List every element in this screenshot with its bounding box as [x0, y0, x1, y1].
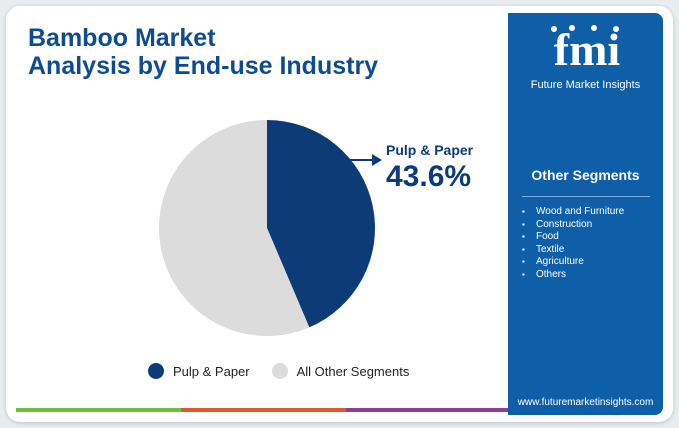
chart-legend: Pulp & Paper All Other Segments — [148, 363, 431, 379]
chart-title-line-2: Analysis by End-use Industry — [28, 52, 379, 80]
chart-card: Bamboo Market Analysis by End-use Indust… — [6, 6, 673, 422]
legend-label-other-segments: All Other Segments — [296, 363, 410, 379]
segment-item: Others — [522, 269, 624, 282]
segment-item: Food — [522, 231, 624, 244]
callout-label: Pulp & Paper — [386, 142, 474, 158]
chart-title-line-1: Bamboo Market — [28, 24, 216, 52]
divider — [522, 196, 650, 197]
legend-swatch-other-segments — [271, 363, 288, 379]
segment-item: Agriculture — [522, 256, 624, 269]
callout-value: 43.6% — [386, 160, 472, 193]
legend-item-other-segments: All Other Segments — [271, 363, 410, 379]
bottom-bar-purple — [346, 408, 511, 412]
side-panel: fmi Future Market Insights Other Segment… — [508, 13, 663, 415]
bottom-color-bar — [16, 408, 511, 412]
legend-item-pulp-paper: Pulp & Paper — [148, 363, 250, 379]
segment-item: Construction — [522, 219, 624, 232]
callout-arrow-icon — [372, 154, 382, 166]
brand-name: Future Market Insights — [530, 79, 641, 91]
bottom-bar-green — [16, 408, 181, 412]
legend-label-pulp-paper: Pulp & Paper — [173, 363, 250, 379]
segment-item: Textile — [522, 244, 624, 257]
bottom-bar-orange — [181, 408, 346, 412]
segment-list: Wood and Furniture Construction Food Tex… — [522, 206, 624, 282]
pie-slice-all-other-segments — [158, 120, 310, 336]
website-link[interactable]: www.futuremarketinsights.com — [517, 397, 654, 408]
logo-text: fmi — [554, 24, 621, 73]
pie-chart — [158, 120, 382, 336]
other-segments-title: Other Segments — [531, 167, 640, 183]
pie-slice-pulp-paper — [267, 120, 375, 328]
legend-swatch-pulp-paper — [148, 363, 164, 379]
segment-item: Wood and Furniture — [522, 206, 624, 219]
chart-title: Bamboo Market Analysis by End-use Indust… — [28, 24, 378, 80]
fmi-logo-icon: fmi — [551, 24, 621, 73]
